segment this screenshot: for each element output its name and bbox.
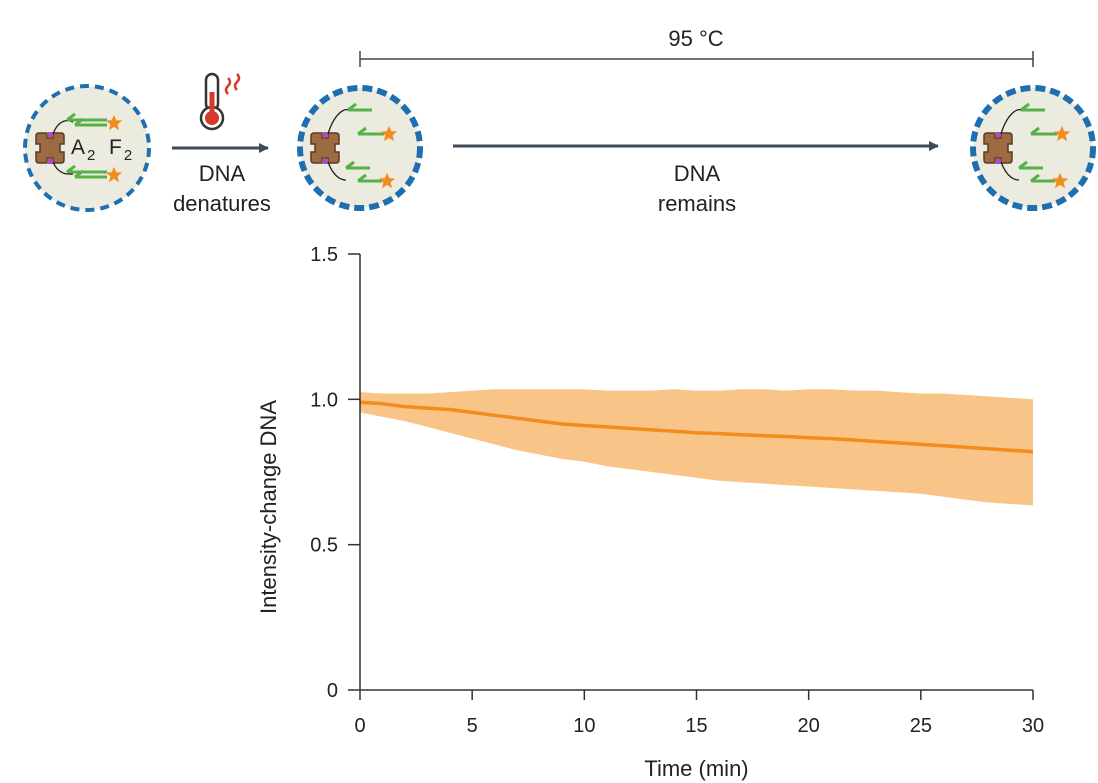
x-ticks: 0 5 10 15 20 25 30 — [354, 690, 1044, 737]
caption-remains-line2: remains — [658, 191, 736, 216]
line-chart: 0 0.5 1.0 1.5 0 5 10 15 20 25 30 Intensity-change… — [256, 244, 1044, 781]
caption-denature-line2: denatures — [173, 191, 271, 216]
y-tick-label: 0 — [327, 680, 338, 702]
caption-remains-line1: DNA — [674, 161, 721, 186]
y-tick-label: 1.5 — [310, 244, 338, 266]
series-line — [359, 400, 1034, 454]
caption-denature-line1: DNA — [199, 161, 246, 186]
particle-denatured-end — [970, 85, 1096, 211]
thermometer-icon — [199, 72, 241, 131]
protein-icon — [983, 132, 1013, 164]
protein-icon — [310, 132, 340, 164]
protein-icon — [35, 132, 65, 164]
x-tick-label: 5 — [467, 715, 478, 737]
y-tick-label: 1.0 — [310, 389, 338, 411]
particle-denatured-start — [297, 85, 423, 211]
confidence-band — [360, 389, 1033, 506]
x-axis-label: Time (min) — [644, 756, 748, 781]
x-tick-label: 0 — [354, 715, 365, 737]
x-tick-label: 20 — [798, 715, 820, 737]
x-tick-label: 15 — [685, 715, 707, 737]
temperature-label: 95 °C — [668, 26, 723, 51]
temperature-bracket: 95 °C — [359, 26, 1034, 67]
y-tick-label: 0.5 — [310, 535, 338, 557]
y-axis-label: Intensity-change DNA — [256, 400, 281, 614]
x-tick-label: 30 — [1022, 715, 1044, 737]
y-ticks: 0 0.5 1.0 1.5 — [310, 244, 360, 702]
x-tick-label: 25 — [910, 715, 932, 737]
x-tick-label: 10 — [573, 715, 595, 737]
